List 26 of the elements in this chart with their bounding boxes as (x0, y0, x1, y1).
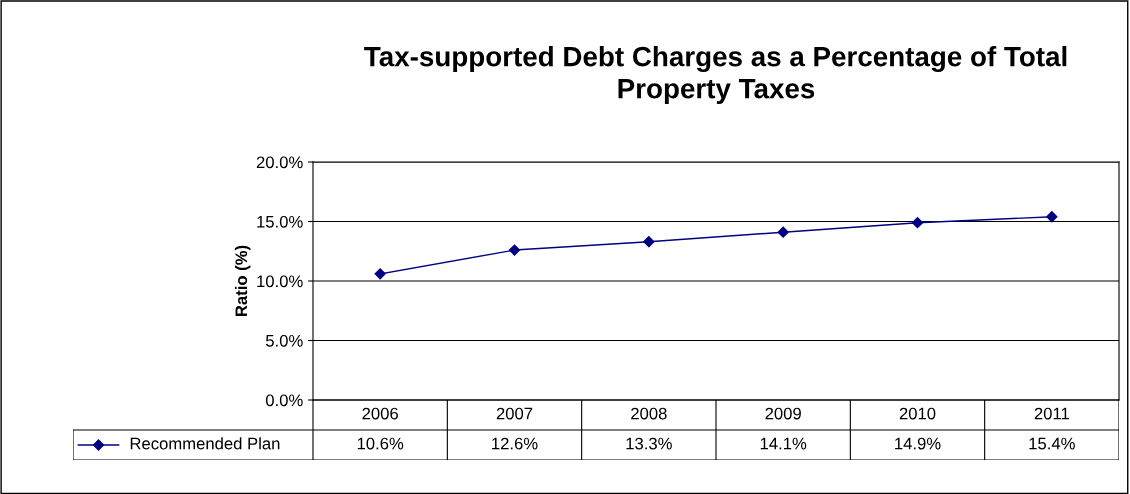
y-tick-label: 15.0% (257, 215, 303, 228)
data-label: 13.3% (626, 437, 672, 450)
x-tick-label: 2006 (362, 407, 398, 420)
x-tick-label: 2011 (1034, 407, 1069, 420)
point (508, 244, 521, 256)
data-label: 15.4% (1029, 437, 1075, 450)
x-tick-label: 2008 (631, 407, 667, 420)
point (777, 226, 789, 238)
x-tick-label: 2010 (899, 407, 936, 420)
point (643, 236, 655, 248)
data-label: 10.6% (357, 437, 404, 450)
data-label: 12.6% (492, 437, 538, 450)
y-axis-title: Ratio (%) (234, 245, 251, 316)
data-label: 14.9% (895, 437, 941, 450)
y-tick-label: 5.0% (265, 334, 303, 347)
point (1046, 211, 1058, 223)
point (374, 268, 386, 280)
chart-title: Tax-supported Debt Charges as a Percentage of Total Property Taxes (364, 46, 1067, 104)
y-tick-label: 20.0% (256, 156, 303, 169)
point (911, 217, 924, 229)
y-tick-label: 0.0% (265, 394, 303, 407)
legend-label: Recommended Plan (130, 437, 280, 450)
data-label: 14.1% (760, 437, 807, 450)
x-tick-label: 2009 (765, 407, 801, 420)
x-tick-label: 2007 (496, 407, 533, 420)
y-tick-label: 10.0% (257, 275, 303, 288)
